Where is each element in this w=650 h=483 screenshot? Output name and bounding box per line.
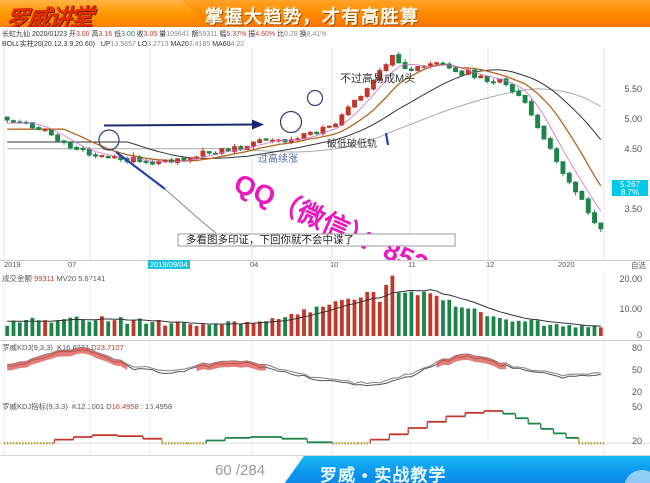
svg-text:多看图多印证，下回你就不会中谍了: 多看图多印证，下回你就不会中谍了 — [186, 233, 354, 246]
svg-text:破低破低轨: 破低破低轨 — [327, 137, 377, 150]
svg-text:过高续涨: 过高续涨 — [258, 152, 298, 165]
svg-text:不过高易成M头: 不过高易成M头 — [340, 71, 415, 85]
